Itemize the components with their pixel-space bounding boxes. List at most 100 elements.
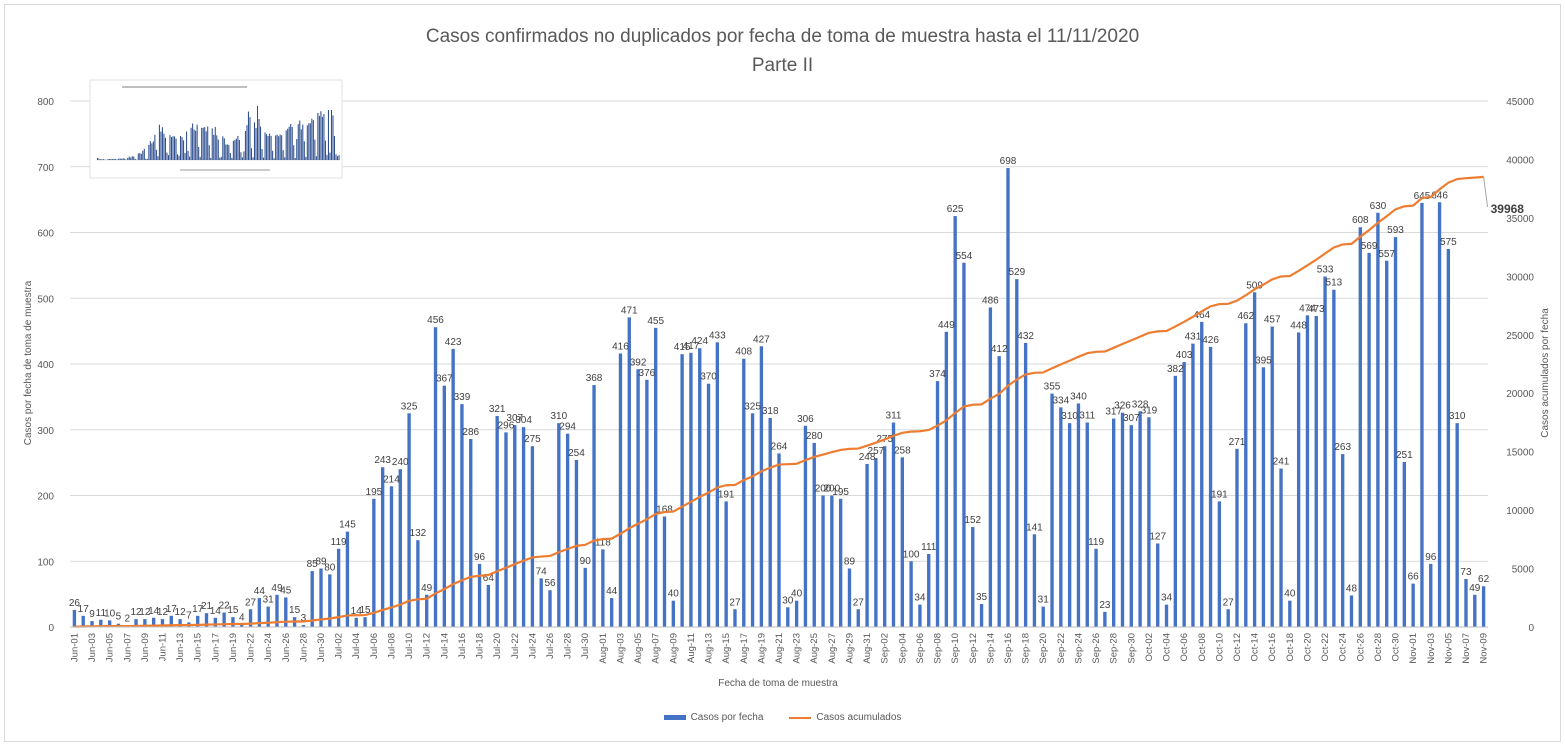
- x-tick-label: Aug-15: [721, 633, 732, 664]
- bar: [380, 467, 385, 627]
- bar: [513, 425, 517, 627]
- bar-data-label: 304: [515, 415, 532, 426]
- bar: [301, 625, 306, 627]
- thumbnail-bar: [178, 155, 180, 160]
- thumbnail-bar: [124, 158, 126, 160]
- x-tick-label: Sep-12: [968, 633, 979, 664]
- thumbnail-bar: [195, 130, 197, 160]
- thumbnail-bar: [288, 126, 290, 160]
- x-tick-label: Sep-14: [985, 633, 996, 664]
- bar-data-label: 395: [1255, 355, 1272, 366]
- legend-label: Casos acumulados: [816, 712, 902, 723]
- x-tick-label: Jul-28: [563, 633, 574, 659]
- bar: [1288, 600, 1292, 627]
- thumbnail-bar: [302, 124, 304, 160]
- x-tick-label: Jun-26: [281, 633, 292, 662]
- thumbnail-bar: [327, 110, 329, 160]
- bar: [1385, 260, 1389, 627]
- thumbnail-bar: [154, 134, 156, 160]
- bar-data-label: 311: [1079, 411, 1095, 422]
- bar-data-label: 49: [271, 583, 283, 594]
- bar: [627, 317, 631, 627]
- bar: [72, 609, 77, 627]
- bar: [618, 353, 623, 627]
- thumbnail-bar: [333, 135, 336, 160]
- y2-tick-label: 45000: [1506, 97, 1534, 108]
- thumbnail-bar: [338, 155, 340, 160]
- x-tick-label: Sep-20: [1038, 633, 1049, 664]
- bar: [336, 548, 341, 627]
- thumbnail-bar: [157, 156, 159, 160]
- bar: [689, 352, 693, 627]
- x-tick-label: Aug-13: [704, 633, 715, 664]
- x-tick-label: Sep-24: [1073, 633, 1084, 664]
- thumbnail-bar: [152, 141, 154, 160]
- bar-data-label: 486: [982, 295, 999, 306]
- bar-data-label: 310: [1449, 411, 1466, 422]
- bar-data-label: 296: [498, 420, 515, 431]
- bar-data-label: 355: [1044, 382, 1061, 393]
- bar: [1323, 276, 1327, 627]
- bar-data-label: 698: [1000, 156, 1017, 167]
- bar-data-label: 5: [116, 612, 122, 623]
- y-tick-label: 400: [37, 360, 54, 371]
- thumbnail-bar: [312, 120, 314, 160]
- thumbnail-bar: [231, 157, 233, 160]
- bar: [874, 458, 878, 627]
- thumbnail-bar: [192, 123, 194, 160]
- thumbnail-bar: [244, 131, 246, 160]
- thumbnail-bar: [201, 127, 203, 160]
- bar: [521, 427, 526, 627]
- thumbnail-bar: [225, 144, 227, 160]
- thumbnail-bar: [305, 156, 307, 160]
- bar-data-label: 44: [254, 586, 266, 597]
- bar-data-label: 339: [454, 392, 471, 403]
- thumbnail-bar: [149, 141, 151, 160]
- thumbnail-bar: [128, 156, 130, 160]
- thumbnail-bar: [180, 135, 182, 160]
- bar: [786, 607, 790, 627]
- bar-data-label: 529: [1008, 267, 1025, 278]
- thumbnail-bar: [336, 156, 339, 160]
- annotation-leader-line: [1483, 176, 1489, 207]
- thumbnail-bar: [320, 111, 322, 160]
- bar-data-label: 368: [586, 373, 603, 384]
- bar: [654, 327, 658, 627]
- bar-data-label: 64: [483, 573, 495, 584]
- y-axis-title: Casos por fecha de toma de muestra: [23, 280, 34, 445]
- bar-data-label: 35: [976, 592, 988, 603]
- bar-data-label: 294: [559, 422, 576, 433]
- thumbnail-bar: [228, 144, 230, 160]
- thumbnail-bar: [115, 159, 117, 160]
- x-tick-label: Jul-06: [369, 633, 380, 659]
- bar-data-label: 31: [263, 595, 275, 606]
- x-tick-label: Aug-29: [844, 633, 855, 664]
- thumbnail-bar: [241, 157, 243, 161]
- bar: [1473, 594, 1477, 627]
- x-tick-label: Jul-18: [475, 633, 486, 659]
- thumbnail-bar: [282, 150, 284, 160]
- y2-tick-label: 5000: [1512, 565, 1535, 576]
- thumbnail-bar: [238, 140, 240, 160]
- thumbnail-bar: [122, 158, 124, 160]
- bar: [1191, 343, 1195, 627]
- x-tick-label: Aug-09: [668, 633, 679, 664]
- y-tick-label: 300: [37, 426, 54, 437]
- bar-data-label: 646: [1431, 190, 1448, 201]
- thumbnail-bar: [291, 126, 293, 160]
- bar-data-label: 26: [69, 598, 81, 609]
- bar: [821, 495, 825, 627]
- x-tick-label: Jul-10: [404, 633, 415, 659]
- bar-data-label: 80: [324, 562, 336, 573]
- bar: [178, 619, 182, 627]
- y-tick-label: 700: [37, 163, 54, 174]
- thumbnail-bar: [284, 157, 286, 161]
- bar-data-label: 127: [1149, 532, 1166, 543]
- thumbnail-bar: [266, 134, 268, 160]
- bar: [1208, 346, 1213, 627]
- y2-tick-label: 25000: [1506, 331, 1534, 342]
- thumbnail-bar: [169, 135, 171, 160]
- bar-data-label: 73: [1460, 567, 1472, 578]
- bar-data-label: 328: [1132, 399, 1149, 410]
- y2-tick-label: 35000: [1506, 214, 1534, 225]
